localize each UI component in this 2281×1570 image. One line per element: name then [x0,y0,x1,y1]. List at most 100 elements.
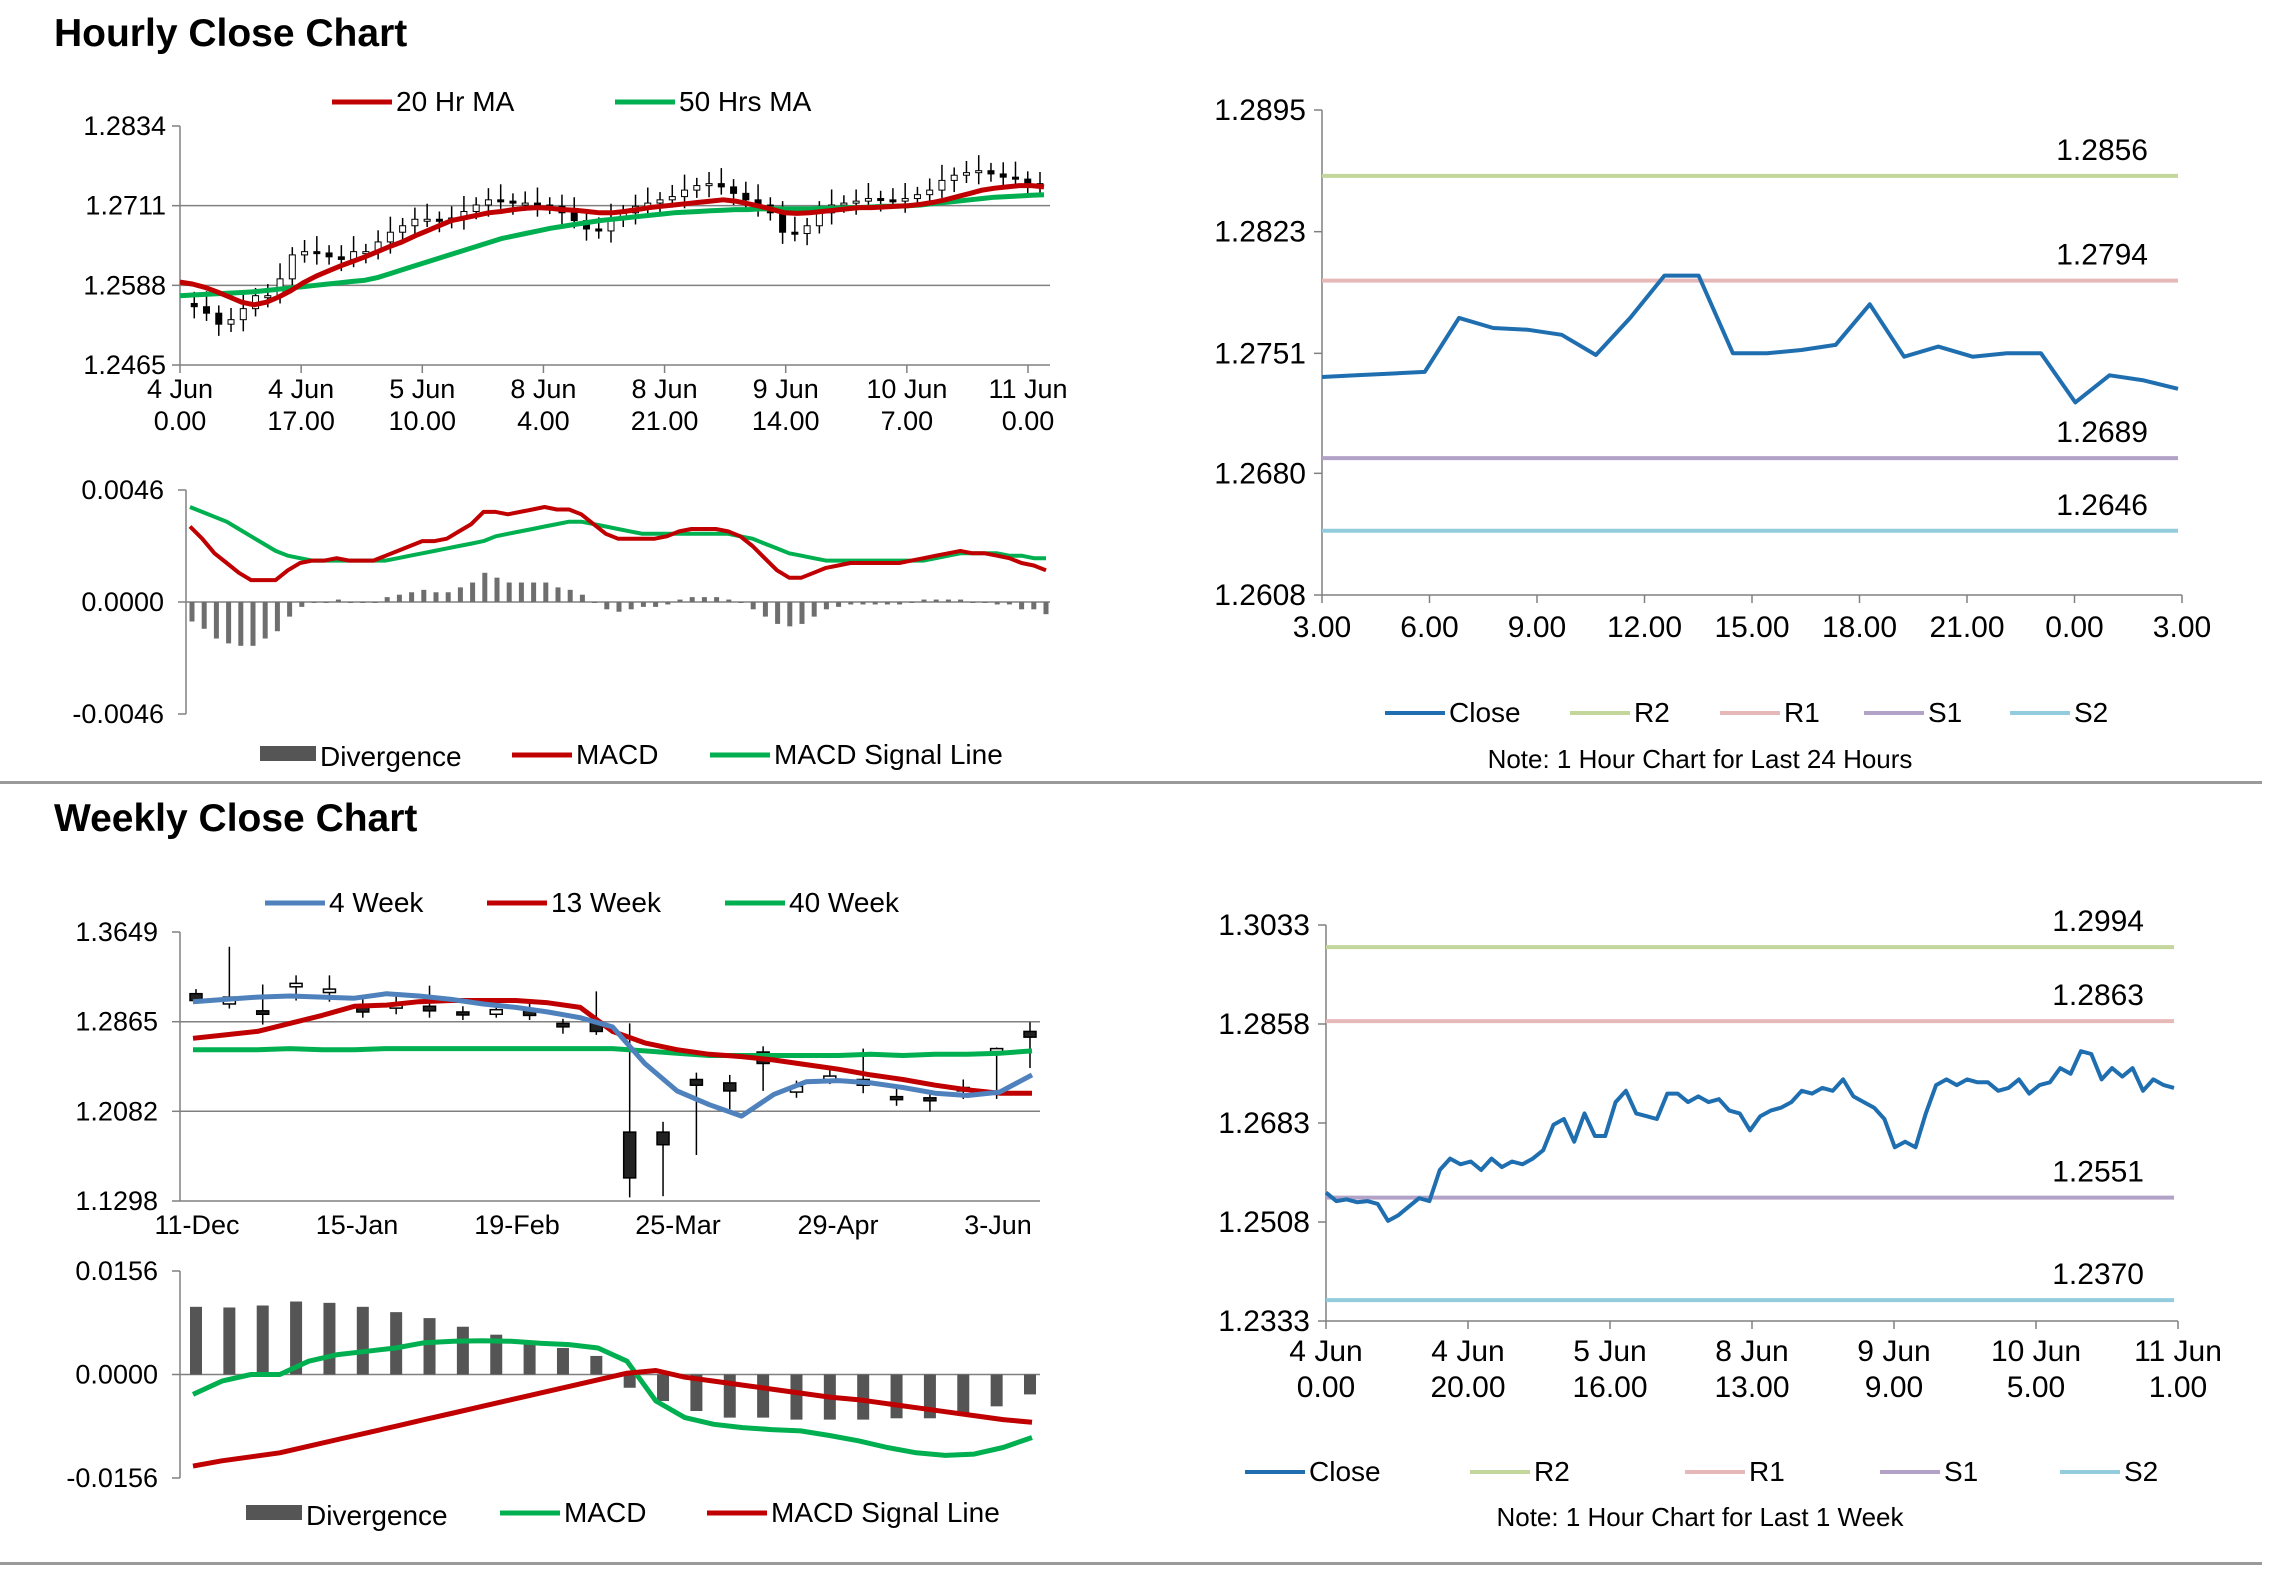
x-tick-label: 16.00 [1572,1371,1647,1404]
legend-divergence-swatch [260,746,316,761]
divergence-bar [690,1374,703,1411]
divergence-bar [1031,602,1037,610]
divergence-bar [799,602,805,624]
candle-body [950,174,958,181]
legend-divergence-swatch [246,1505,302,1520]
y-tick-label: 1.2333 [1218,1305,1310,1338]
x-tick-label: 25-Mar [635,1210,721,1240]
divergence-bar [456,1326,469,1375]
divergence-bar [945,599,951,602]
divergence-bar [958,599,964,602]
level-s2-label: 1.2646 [2056,489,2148,522]
divergence-bar [543,582,549,602]
candle-body [656,199,664,204]
x-tick-label: 10.00 [388,406,456,436]
divergence-bar [750,602,756,610]
divergence-bar [604,602,610,610]
divergence-bar [494,577,500,602]
candle-body [962,172,970,176]
x-tick-label: 6.00 [1400,611,1458,644]
divergence-bar [836,602,842,607]
divergence-bar [360,602,366,603]
divergence-bar [555,587,561,602]
candle-body [533,202,541,206]
candle-body [999,173,1007,178]
candle-body [987,170,995,175]
candle-body [484,199,492,206]
candle-body [489,1008,503,1016]
x-tick-label: 4 Jun [1431,1335,1504,1368]
divergence-bar [787,602,793,627]
candle-body [570,212,578,222]
divergence-bar [970,602,976,603]
divergence-bar [775,602,781,624]
divergence-bar [433,592,439,602]
legend-divergence-label: Divergence [306,1500,448,1531]
candle-body [681,189,689,198]
level-s2-label: 1.2370 [2052,1258,2144,1291]
divergence-bar [653,602,659,607]
x-tick-label: 8 Jun [632,374,698,404]
candle-body [1011,176,1019,180]
x-tick-label: 9.00 [1865,1371,1923,1404]
candle-body [889,1095,904,1101]
divergence-bar [884,602,890,605]
x-tick-label: 5 Jun [1573,1335,1646,1368]
divergence-bar [423,1318,436,1375]
level-s1-label: 1.2551 [2052,1156,2144,1189]
x-tick-label: 13.00 [1714,1371,1789,1404]
candle-body [422,1005,437,1012]
candle-body [497,199,505,203]
candle-body [705,183,713,187]
y-tick-label: -0.0156 [66,1463,158,1493]
x-tick-label: 11 Jun [2134,1335,2222,1368]
legend-r1-label: R1 [1784,697,1820,728]
close-line [1321,273,2179,405]
candle-body [723,1082,737,1092]
candle-body [337,256,345,260]
candle-body [889,199,897,203]
y-tick-label: 1.2588 [83,270,166,300]
divergence-bar [860,602,866,605]
candle-body [255,1010,270,1016]
legend-macd-label: MACD [564,1497,646,1528]
divergence-bar [957,1374,970,1416]
legend-s1-label: S1 [1928,697,1962,728]
x-tick-label: 3.00 [1293,611,1351,644]
divergence-bar [372,602,378,603]
divergence-bar [872,602,878,605]
divergence-bar [396,594,402,602]
divergence-bar [523,1341,536,1375]
legend-s2-label: S2 [2124,1456,2158,1487]
legend-40-week-label: 40 Week [789,887,900,918]
candle-body [852,200,860,204]
x-tick-label: 9 Jun [753,374,819,404]
x-tick-label: 1.00 [2149,1371,2207,1404]
candle-body [693,185,701,191]
divergence-bar [299,602,305,607]
divergence-bar [470,582,476,602]
x-tick-label: 15-Jan [316,1210,399,1240]
divergence-bar [592,602,598,603]
y-tick-label: 1.2608 [1214,579,1306,612]
legend-4-week-label: 4 Week [329,887,424,918]
candle-body [509,200,517,204]
candle-body [803,225,811,235]
candle-body [1023,1030,1037,1038]
divergence-bar [590,1355,603,1375]
divergence-bar [409,592,415,602]
candle-body [264,295,272,299]
candle-body [622,1131,637,1179]
divergence-bar [421,589,427,602]
x-tick-label: 7.00 [881,406,934,436]
divergence-bar [823,602,829,610]
divergence-bar [323,602,329,603]
candle-body [423,218,431,222]
legend-s2-label: S2 [2074,697,2108,728]
hourly-section-title: Hourly Close Chart [54,12,408,55]
candle-body [791,231,799,235]
divergence-bar [201,602,207,629]
divergence-bar [287,602,293,617]
divergence-bar [213,602,219,639]
